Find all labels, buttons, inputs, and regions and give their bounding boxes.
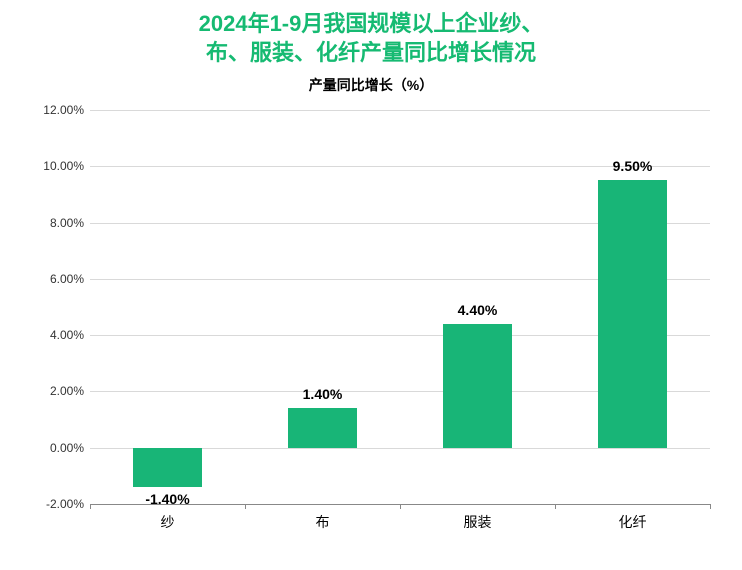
chart-subtitle: 产量同比增长（%） (0, 75, 742, 95)
y-tick-label: 6.00% (30, 272, 84, 286)
title-line-2: 布、服装、化纤产量同比增长情况 (206, 40, 536, 65)
y-tick-label: 8.00% (30, 216, 84, 230)
x-tick-mark (245, 504, 246, 509)
x-tick-mark (400, 504, 401, 509)
x-tick-label: 布 (263, 512, 383, 532)
bar (133, 448, 203, 487)
bar (288, 408, 358, 447)
title-line-1: 2024年1-9月我国规模以上企业纱、 (199, 11, 544, 36)
bar-value-label: 1.40% (263, 386, 383, 402)
x-tick-mark (555, 504, 556, 509)
y-tick-label: -2.00% (30, 497, 84, 511)
x-tick-label: 化纤 (573, 512, 693, 532)
gridline (90, 110, 710, 111)
y-tick-label: 10.00% (30, 159, 84, 173)
bar-value-label: 9.50% (573, 158, 693, 174)
chart-title: 2024年1-9月我国规模以上企业纱、 布、服装、化纤产量同比增长情况 (0, 0, 742, 67)
bar-value-label: -1.40% (108, 491, 228, 507)
y-tick-label: 2.00% (30, 384, 84, 398)
x-tick-label: 服装 (418, 512, 538, 532)
y-tick-label: 4.00% (30, 328, 84, 342)
x-tick-label: 纱 (108, 512, 228, 532)
bar (443, 324, 513, 448)
y-tick-label: 12.00% (30, 103, 84, 117)
chart-area: -2.00%0.00%2.00%4.00%6.00%8.00%10.00%12.… (30, 110, 720, 550)
x-tick-mark (90, 504, 91, 509)
x-tick-mark (710, 504, 711, 509)
bar-value-label: 4.40% (418, 302, 538, 318)
bar (598, 180, 668, 447)
y-tick-label: 0.00% (30, 441, 84, 455)
plot-area: -2.00%0.00%2.00%4.00%6.00%8.00%10.00%12.… (90, 110, 710, 504)
